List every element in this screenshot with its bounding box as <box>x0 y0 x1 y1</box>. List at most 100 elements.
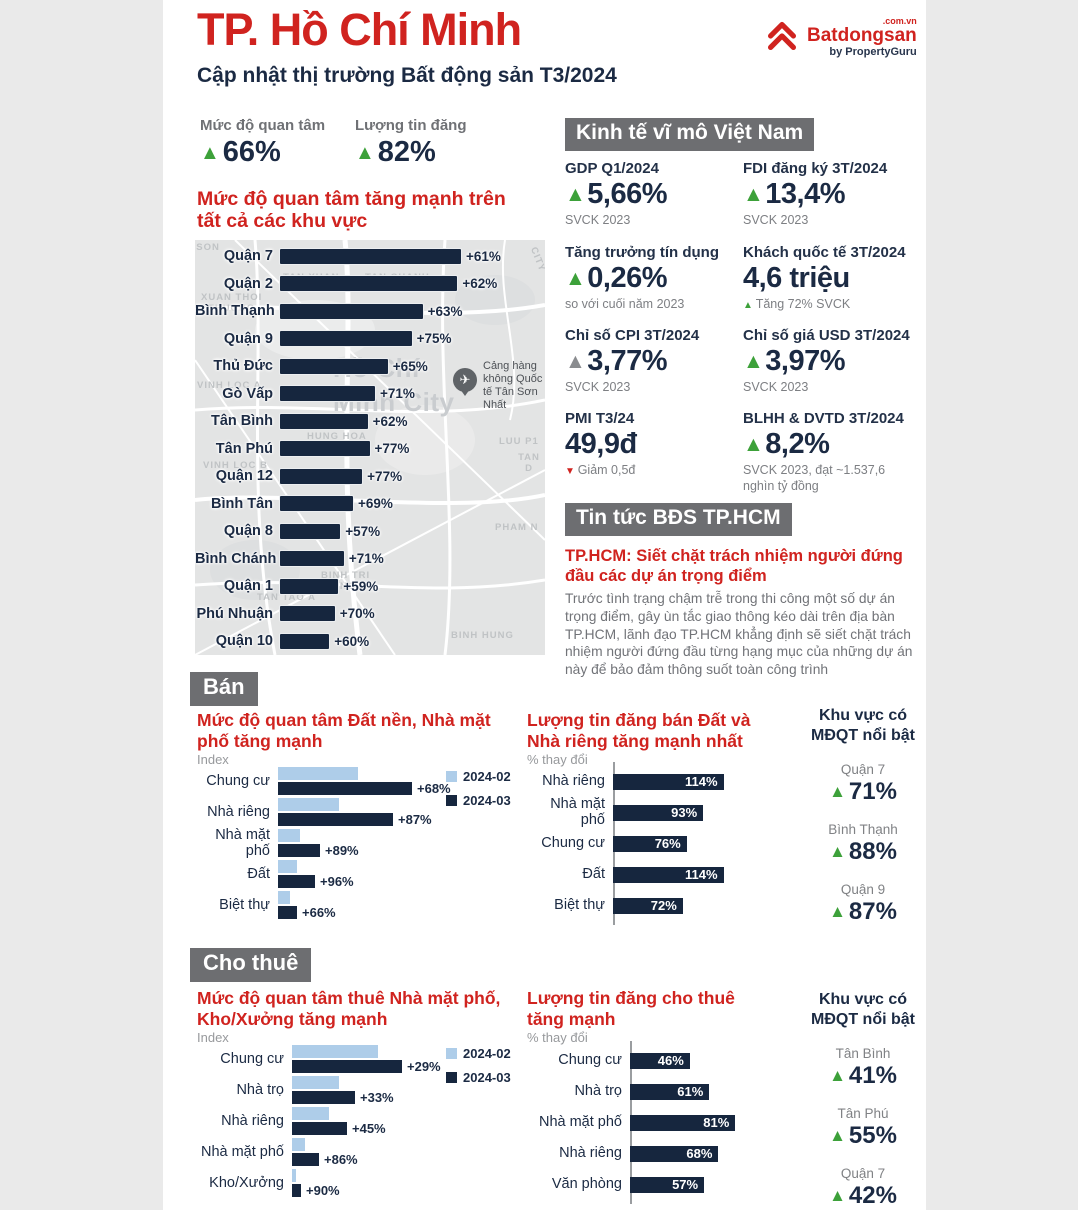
index-bar-group: Biệt thự +66% <box>197 890 497 921</box>
category-label: Nhà mặt phố <box>200 1143 284 1160</box>
change-label: +86% <box>324 1152 358 1167</box>
region-change-value: 55% <box>848 1122 897 1149</box>
highlight-title: Khu vực có MĐQT nổi bật <box>811 991 915 1028</box>
listing-bar-row: Chung cư 46% <box>527 1045 807 1076</box>
interest-bar <box>279 385 376 402</box>
ban-highlight-regions: Khu vực có MĐQT nổi bật Quận 7 ▲ 71% Bình T… <box>797 706 929 926</box>
listing-bar-row: Biệt thự 72% <box>527 890 807 921</box>
region-label: Bình Tân <box>210 495 273 512</box>
bar-2024-03 <box>278 875 315 888</box>
region-name: Bình Thạnh <box>828 822 898 837</box>
stat-value-number: 4,6 triệu <box>743 262 850 294</box>
region-label: Quận 9 <box>223 330 273 347</box>
news-section: Tin tức BĐS TP.HCM TP.HCM: Siết chặt trá… <box>565 503 923 679</box>
region-bar-row: Bình Chánh +71% <box>195 549 384 569</box>
stat-label: FDI đăng ký 3T/2024 <box>743 160 888 177</box>
region-label: Tân Phú <box>215 440 273 457</box>
bar-2024-02 <box>292 1107 329 1120</box>
category-label: Nhà riêng <box>207 803 270 820</box>
interest-change-label: +75% <box>416 331 452 346</box>
region-label: Bình Chánh <box>195 550 277 567</box>
thue-interest-chart: Chung cư +29% Nhà trọ +33% Nhà riêng +45% Nhà … <box>197 1044 497 1199</box>
highlight-region: Tân Phú ▲ 55% <box>797 1106 929 1150</box>
bar-2024-02 <box>292 1169 296 1182</box>
macro-stat: Tăng trưởng tín dụng ▲0,26% so với cuối nă… <box>565 244 741 313</box>
logo-byline: by PropertyGuru <box>829 46 917 58</box>
bar-2024-03 <box>292 1060 402 1073</box>
listing-bar: 114% <box>613 773 724 790</box>
up-arrow-icon: ▲ <box>829 1066 846 1085</box>
legend-swatch-2024-02 <box>446 1048 457 1059</box>
stat-note: ▼ Giảm 0,5đ <box>565 463 741 479</box>
listing-bar: 81% <box>630 1114 736 1131</box>
change-label: +89% <box>325 843 359 858</box>
listing-bar: 46% <box>630 1052 690 1069</box>
interest-change-label: +77% <box>367 468 403 484</box>
stat-note: SVCK 2023 <box>565 213 741 229</box>
interest-change-label: +77% <box>374 441 410 456</box>
category-label: Nhà riêng <box>221 1112 284 1129</box>
interest-bar <box>279 522 342 540</box>
section-badge-ban: Bán <box>190 672 258 706</box>
up-arrow-icon: ▲ <box>743 300 756 311</box>
region-bar-row: Bình Thạnh +63% <box>195 301 462 321</box>
up-arrow-icon: ▲ <box>829 902 846 921</box>
stat-note-text: SVCK 2023, đạt ~1.537,6 nghìn tỷ đồng <box>743 463 886 493</box>
percent-label: 57% <box>672 1177 699 1192</box>
metric-label: Lượng tin đăng <box>355 117 467 134</box>
bar-2024-02 <box>292 1076 339 1089</box>
stat-label: PMI T3/24 <box>565 410 635 427</box>
metric-value: 82% <box>377 136 436 168</box>
region-label: Phú Nhuận <box>196 605 273 622</box>
legend-label: 2024-03 <box>463 793 511 808</box>
legend-label: 2024-02 <box>463 1046 511 1061</box>
listing-bar: 76% <box>613 835 687 852</box>
index-bar-group: Chung cư +29% <box>197 1044 497 1075</box>
category-label: Chung cư <box>541 834 605 851</box>
news-body: Trước tình trạng chậm trễ trong thi công… <box>565 591 913 677</box>
interest-change-label: +70% <box>339 606 375 621</box>
macro-section: Kinh tế vĩ mô Việt Nam GDP Q1/2024 ▲5,66%… <box>565 118 921 532</box>
up-arrow-icon: ▲ <box>829 782 846 801</box>
up-arrow-icon: ▲ <box>743 183 764 206</box>
interest-bar <box>279 302 424 320</box>
brand-logo: .com.vn Batdongsan by PropertyGuru <box>763 16 917 59</box>
index-bar-group: Nhà trọ +33% <box>197 1075 497 1106</box>
metric-listings: Lượng tin đăng ▲ 82% <box>355 117 467 169</box>
bar-2024-03 <box>278 844 320 857</box>
map-area-label: BINH TRI DONG B <box>321 570 371 592</box>
region-label: Tân Bình <box>210 413 273 429</box>
region-label: Quận 7 <box>223 248 273 264</box>
map-area-label: XUAN THOI THUONG <box>201 292 263 314</box>
legend-swatch-2024-03 <box>446 1072 457 1083</box>
metric-value: 66% <box>222 136 281 168</box>
percent-label: 72% <box>650 898 677 913</box>
region-chart-title: Mức độ quan tâm tăng mạnh trên tất cả cá… <box>197 188 506 233</box>
interest-bar <box>279 577 340 595</box>
map-area-label: BINH HUNG <box>451 630 514 641</box>
category-label: Nhà trọ <box>574 1082 622 1099</box>
interest-change-label: +61% <box>466 248 501 264</box>
region-change-value: 88% <box>848 838 897 865</box>
index-bar-group: Kho/Xưởng +90% <box>197 1168 497 1199</box>
category-label: Đất <box>582 865 605 882</box>
logo-brand: Batdongsan <box>807 25 917 46</box>
listing-bar-row: Nhà riêng 68% <box>527 1138 807 1169</box>
region-name: Quận 9 <box>840 882 886 897</box>
stat-note-text: Tăng 72% SVCK <box>755 297 851 311</box>
change-label: +96% <box>320 874 354 889</box>
bar-2024-03 <box>278 906 297 919</box>
change-label: +29% <box>407 1059 441 1074</box>
highlight-title: Khu vực có MĐQT nổi bật <box>811 707 915 744</box>
stat-note: SVCK 2023 <box>565 380 741 396</box>
region-bar-row: Phú Nhuận +70% <box>195 604 375 624</box>
region-bar-row: Bình Tân +69% <box>195 494 393 514</box>
interest-bar <box>279 632 331 650</box>
percent-label: 68% <box>686 1146 713 1161</box>
map-area-label: TAN D <box>518 452 540 474</box>
category-label: Đất <box>247 865 270 882</box>
batdongsan-logo-icon <box>763 16 801 59</box>
region-label: Bình Thạnh <box>195 303 275 319</box>
thue-legend: 2024-02 2024-03 <box>446 1046 511 1094</box>
